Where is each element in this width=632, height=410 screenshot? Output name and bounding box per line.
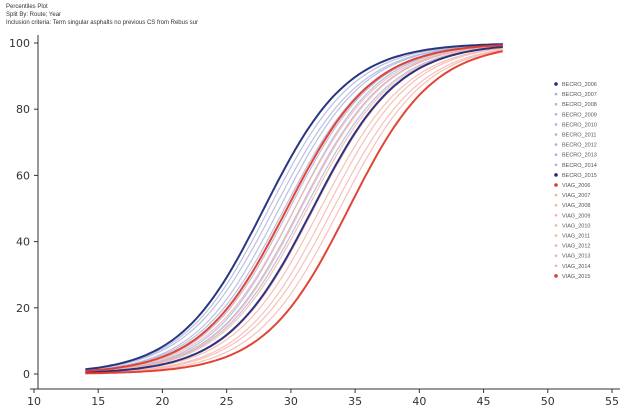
legend: BECRO_2006 BECRO_2007 BECRO_2008 BECRO_2009…: [554, 82, 597, 280]
series-line-viag_2009: [85, 46, 503, 373]
x-tick-label: 50: [541, 395, 555, 408]
axes: 10 15 20 25 30 35 40 45 50 55 0 20 40 60 80 100: [9, 35, 620, 408]
chart-subtitle: Split By: Route; Year: [6, 12, 62, 18]
legend-marker: [554, 133, 558, 136]
legend-marker: [554, 274, 558, 278]
legend-label: VIAG_2014: [562, 264, 590, 270]
legend-label: BECRO_2012: [562, 143, 597, 149]
legend-label: BECRO_2011: [562, 133, 596, 139]
legend-marker: [554, 163, 558, 167]
legend-marker: [554, 113, 558, 116]
legend-marker: [554, 92, 558, 96]
legend-marker: [554, 82, 558, 86]
legend-marker: [554, 173, 558, 177]
chart-criteria: Inclusion criteria: Term singular asphal…: [6, 20, 198, 26]
legend-marker: [554, 224, 558, 227]
legend-label: BECRO_2010: [562, 122, 597, 128]
legend-marker: [554, 153, 558, 156]
legend-marker: [554, 123, 558, 126]
series-line-viag_2007: [85, 45, 503, 372]
legend-label: BECRO_2008: [562, 102, 597, 108]
series-line-becro_2009: [85, 44, 503, 372]
x-tick-label: 35: [348, 395, 362, 408]
x-tick-label: 55: [605, 395, 619, 408]
y-tick-label: 40: [16, 236, 30, 249]
legend-marker: [554, 102, 558, 106]
legend-label: VIAG_2006: [562, 183, 590, 189]
x-tick-label: 30: [284, 395, 298, 408]
legend-label: VIAG_2010: [562, 223, 590, 229]
series-line-becro_2011: [85, 44, 503, 372]
legend-marker: [554, 183, 558, 187]
x-tick-label: 20: [155, 395, 169, 408]
series-line-becro_2006: [85, 43, 503, 371]
legend-label: VIAG_2011: [562, 234, 590, 240]
legend-label: BECRO_2006: [562, 82, 597, 88]
series-line-becro_2007: [85, 43, 503, 371]
y-tick-label: 80: [16, 103, 30, 116]
legend-label: VIAG_2015: [562, 274, 590, 280]
x-tick-label: 40: [412, 395, 426, 408]
x-tick-label: 45: [477, 395, 491, 408]
series-line-becro_2010: [85, 44, 503, 372]
series-line-viag_2014: [85, 49, 503, 374]
series-line-viag_2008: [85, 45, 503, 373]
chart-title: Percentiles Plot: [6, 4, 48, 10]
x-tick-label: 25: [220, 395, 234, 408]
legend-label: VIAG_2013: [562, 254, 590, 260]
legend-marker: [554, 214, 558, 217]
legend-marker: [554, 143, 558, 146]
y-tick-label: 0: [23, 368, 30, 381]
legend-label: VIAG_2008: [562, 203, 590, 209]
series-line-becro_2015: [85, 45, 503, 374]
legend-marker: [554, 203, 558, 207]
series-layer: [85, 43, 503, 375]
legend-marker: [554, 234, 558, 237]
series-line-viag_2013: [85, 49, 503, 374]
series-line-viag_2015: [85, 50, 503, 375]
legend-marker: [554, 244, 558, 247]
legend-label: BECRO_2013: [562, 153, 597, 159]
legend-marker: [554, 264, 558, 268]
legend-label: VIAG_2007: [562, 193, 590, 199]
y-tick-label: 60: [16, 169, 30, 182]
x-tick-label: 10: [27, 395, 41, 408]
y-tick-label: 100: [9, 37, 30, 50]
chart-header: Percentiles Plot Split By: Route; Year I…: [6, 3, 198, 27]
legend-label: BECRO_2015: [562, 173, 597, 179]
legend-label: VIAG_2012: [562, 244, 590, 250]
legend-label: BECRO_2009: [562, 112, 597, 118]
legend-label: BECRO_2007: [562, 92, 597, 98]
x-tick-label: 15: [91, 395, 105, 408]
series-line-becro_2008: [85, 44, 503, 371]
legend-marker: [554, 193, 558, 197]
legend-label: VIAG_2009: [562, 213, 590, 219]
legend-marker: [554, 254, 558, 257]
legend-label: BECRO_2014: [562, 163, 597, 169]
y-tick-label: 20: [16, 302, 30, 315]
series-line-viag_2006: [85, 44, 503, 372]
